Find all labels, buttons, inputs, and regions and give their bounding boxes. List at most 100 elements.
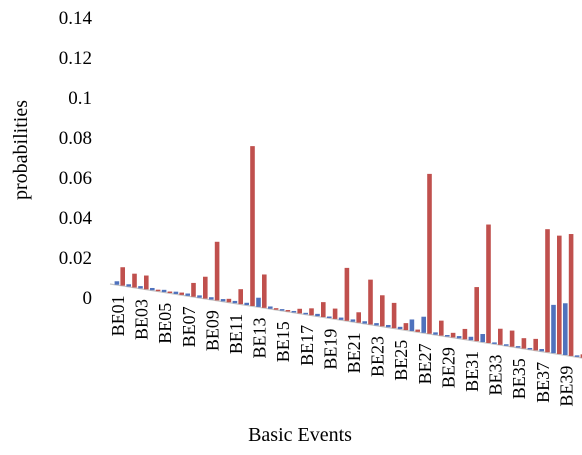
- bar-series-2: [462, 328, 468, 340]
- bar-series-1: [445, 335, 450, 337]
- bar-series-2: [332, 308, 338, 319]
- bar-series-1: [350, 319, 356, 322]
- bar-series-1: [551, 304, 556, 354]
- bar-series-2: [262, 274, 267, 308]
- bar-series-2: [132, 273, 137, 288]
- bar-series-1: [291, 310, 297, 313]
- bar-series-2: [439, 320, 444, 336]
- bar-series-2: [297, 308, 302, 314]
- x-tick-label: BE11: [226, 314, 246, 354]
- bar-series-2: [250, 146, 255, 306]
- bar-series-1: [492, 342, 497, 344]
- bar-series-2: [321, 302, 326, 318]
- bar-series-2: [557, 235, 562, 355]
- x-tick-label: BE39: [556, 366, 576, 407]
- x-tick-label: BE29: [438, 347, 458, 388]
- bar-series-1: [209, 297, 214, 300]
- x-tick-label: BE13: [250, 318, 270, 359]
- y-tick-label: 0.14: [59, 8, 93, 29]
- x-tick-label: BE23: [368, 336, 388, 377]
- x-axis-title: Basic Events: [248, 424, 352, 446]
- bar-series-1: [185, 293, 190, 296]
- bar-series-1: [421, 316, 426, 333]
- bar-series-1: [563, 303, 568, 356]
- bar-series-2: [403, 323, 409, 331]
- bar-series-1: [338, 317, 344, 320]
- x-axis-line: [109, 283, 582, 359]
- bar-series-2: [391, 302, 397, 329]
- bar-series-1: [256, 297, 261, 307]
- x-tick-label: BE31: [462, 351, 482, 392]
- bar-series-1: [114, 281, 120, 285]
- bar-series-1: [374, 323, 379, 326]
- x-tick-label: BE37: [533, 362, 553, 403]
- bar-series-2: [368, 279, 373, 325]
- bar-series-2: [474, 287, 479, 342]
- bar-series-2: [238, 289, 243, 305]
- x-tick-label: BE35: [509, 358, 529, 399]
- bar-series-1: [327, 316, 332, 319]
- bar-series-1: [138, 286, 143, 289]
- x-tick-label: BE25: [391, 340, 411, 381]
- bar-series-1: [397, 326, 403, 330]
- y-axis-title: probabilities: [10, 100, 32, 200]
- bar-series-2: [545, 229, 550, 353]
- bar-series-1: [220, 299, 226, 302]
- x-tick-label: BE07: [179, 306, 199, 347]
- x-tick-label: BE01: [108, 295, 128, 336]
- bar-series-1: [504, 344, 509, 346]
- x-tick-label: BE03: [132, 299, 152, 340]
- bar-series-2: [273, 308, 279, 310]
- bar-series-2: [427, 173, 432, 334]
- bar-series-1: [268, 306, 273, 309]
- x-tick-label: BE19: [320, 329, 340, 370]
- bar-series-1: [515, 346, 521, 348]
- x-tick-label: BE17: [297, 325, 317, 366]
- bar-series-2: [179, 292, 184, 295]
- bar-series-2: [580, 354, 582, 358]
- bar-series-2: [486, 224, 491, 343]
- x-tick-label: BE15: [273, 321, 293, 362]
- y-tick-label: 0.02: [59, 248, 92, 269]
- x-tick-label: BE09: [202, 310, 222, 351]
- bar-series-1: [244, 302, 249, 306]
- x-tick-labels: BE01 BE03 BE05 BE07 BE09 BE11 BE13 BE15 BE17 BE19…: [108, 295, 576, 406]
- bar-series-2: [533, 338, 538, 351]
- y-tick-label: 0.12: [59, 48, 92, 69]
- bar-series-2: [509, 330, 515, 347]
- bar-series-1: [386, 324, 391, 328]
- bar-series-1: [433, 332, 438, 335]
- bar-series-1: [173, 291, 179, 294]
- bar-series-2: [285, 310, 291, 312]
- bar-series-1: [456, 336, 462, 339]
- x-tick-label: BE27: [415, 343, 435, 384]
- bar-series-2: [191, 282, 196, 297]
- bar-series-1: [197, 295, 202, 298]
- bar-series-1: [161, 289, 167, 293]
- bar-series-2: [450, 332, 456, 338]
- bar-series-1: [126, 284, 131, 287]
- x-tick-label: BE05: [155, 303, 175, 344]
- bar-series-2: [568, 234, 574, 356]
- bars: [114, 146, 582, 358]
- bar-series-1: [527, 347, 533, 350]
- bar-series-1: [574, 355, 580, 357]
- bar-series-2: [144, 275, 149, 290]
- bar-series-1: [539, 349, 544, 352]
- bar-series-1: [315, 313, 320, 317]
- bar-series-2: [309, 308, 314, 316]
- bar-series-2: [167, 291, 173, 294]
- bar-series-2: [356, 312, 361, 323]
- bar-series-1: [279, 309, 285, 311]
- x-tick-label: BE21: [344, 332, 364, 373]
- bar-series-1: [409, 319, 415, 331]
- y-tick-label: 0.06: [59, 168, 92, 189]
- bar-series-2: [203, 276, 208, 299]
- bar-series-2: [120, 267, 125, 286]
- y-tick-label: 0.08: [59, 128, 92, 149]
- bar-series-1: [303, 312, 308, 315]
- bar-series-2: [415, 329, 420, 332]
- bar-series-2: [226, 298, 232, 303]
